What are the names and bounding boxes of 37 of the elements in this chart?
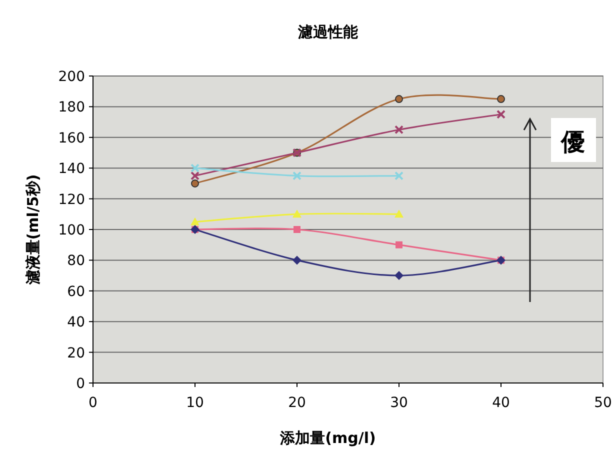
y-tick-label: 140 <box>58 161 85 178</box>
point <box>292 171 302 180</box>
y-tick-label: 20 <box>67 345 85 362</box>
point <box>191 179 199 188</box>
x-tick-label: 40 <box>492 395 510 411</box>
x-tick-label: 50 <box>594 395 612 411</box>
x-axis-title: 添加量(mg/l) <box>279 429 376 447</box>
point <box>292 210 302 218</box>
point <box>395 95 403 104</box>
point <box>190 164 200 173</box>
point <box>394 125 404 134</box>
y-tick-label: 80 <box>67 253 85 270</box>
x-tick-label: 30 <box>390 395 408 411</box>
point <box>294 226 300 233</box>
point <box>190 171 200 180</box>
y-tick-label: 200 <box>58 69 85 85</box>
point <box>497 95 505 104</box>
x-tick-label: 20 <box>288 395 306 411</box>
y-tick-label: 120 <box>58 192 85 208</box>
point <box>496 110 506 119</box>
point <box>394 271 404 280</box>
point <box>292 256 302 265</box>
y-axis-title: 濾液量(ml/5秒) <box>24 174 42 286</box>
point <box>394 171 404 180</box>
y-tick-label: 40 <box>67 314 85 331</box>
x-tick-label: 0 <box>88 395 98 411</box>
annotation: 優 <box>560 128 585 156</box>
point <box>394 210 404 218</box>
x-tick-label: 10 <box>186 395 204 411</box>
y-tick-label: 100 <box>58 222 85 238</box>
y-tick-label: 160 <box>58 130 85 146</box>
y-tick-label: 180 <box>58 100 85 116</box>
chart-title: 濾過性能 <box>297 23 359 41</box>
point <box>190 217 200 226</box>
y-tick-label: 0 <box>76 376 85 392</box>
point <box>396 241 402 248</box>
y-tick-label: 60 <box>67 284 85 300</box>
